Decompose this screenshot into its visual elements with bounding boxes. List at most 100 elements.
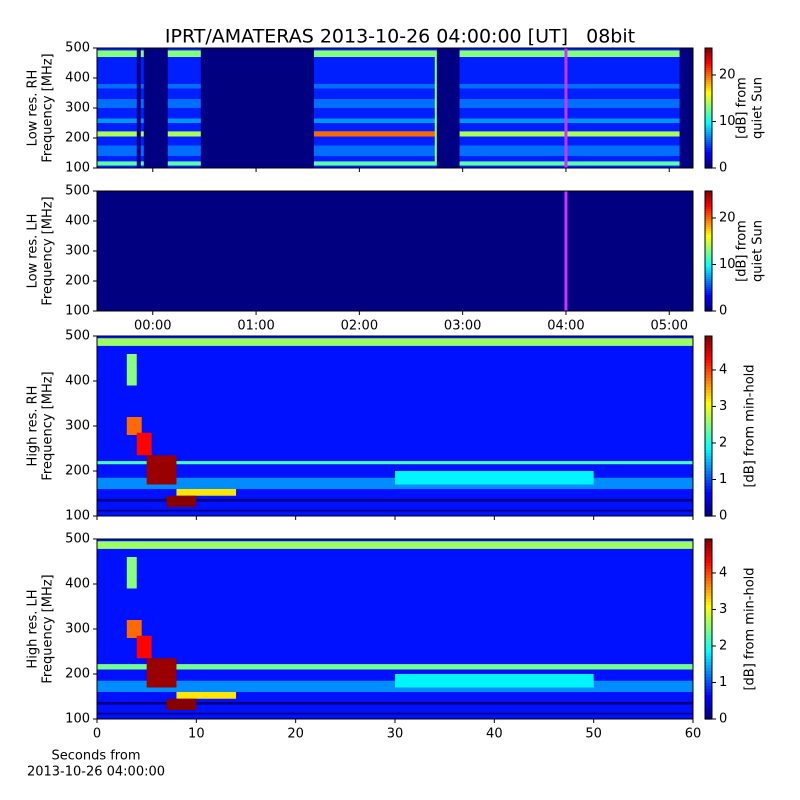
y-tick-label: 400 xyxy=(65,214,90,229)
colorbar-segment xyxy=(705,363,712,367)
colorbar-segment xyxy=(705,414,712,418)
colorbar-segment xyxy=(705,301,712,304)
colorbar-segment xyxy=(705,120,712,123)
colorbar-segment xyxy=(705,295,712,298)
y-tick-label: 500 xyxy=(65,532,90,547)
colorbar-segment xyxy=(705,593,712,597)
colorbar-segment xyxy=(705,462,712,466)
y-tick-label: 300 xyxy=(65,419,90,434)
colorbar-segment xyxy=(705,50,712,53)
colorbar-segment xyxy=(705,293,712,296)
colorbar-segment xyxy=(705,695,712,699)
colorbar-segment xyxy=(705,539,712,543)
colorbar-segment xyxy=(705,144,712,147)
y-axis-label: Low res. LH xyxy=(26,214,41,289)
colorbar-segment xyxy=(705,88,712,91)
y-tick-label: 200 xyxy=(65,274,90,289)
colorbar-segment xyxy=(705,162,712,165)
colorbar-segment xyxy=(705,623,712,627)
colorbar-segment xyxy=(705,405,712,409)
colorbar-segment xyxy=(705,563,712,567)
colorbar-segment xyxy=(705,219,712,222)
colorbar-segment xyxy=(705,668,712,672)
colorbar-segment xyxy=(705,378,712,382)
colorbar-segment xyxy=(705,348,712,352)
spectral-feature xyxy=(97,84,693,89)
spectral-feature xyxy=(97,118,693,123)
colorbar-segment xyxy=(705,291,712,294)
colorbar-segment xyxy=(705,408,712,412)
colorbar-segment xyxy=(705,581,712,585)
colorbar-segment xyxy=(705,48,712,51)
colorbar-segment xyxy=(705,92,712,95)
colorbar-segment xyxy=(705,285,712,288)
colorbar-segment xyxy=(705,611,712,615)
colorbar-tick-label: 1 xyxy=(719,675,727,690)
colorbar-segment xyxy=(705,575,712,579)
colorbar-segment xyxy=(705,596,712,600)
colorbar-segment xyxy=(705,545,712,549)
spectral-feature xyxy=(97,338,693,346)
colorbar-segment xyxy=(705,235,712,238)
colorbar-tick-label: 0 xyxy=(719,509,727,524)
colorbar-segment xyxy=(705,453,712,457)
colorbar-segment xyxy=(705,223,712,226)
colorbar-segment xyxy=(705,62,712,65)
colorbar-segment xyxy=(705,608,712,612)
colorbar-segment xyxy=(705,336,712,340)
colorbar-label: [dB] from min-hold xyxy=(743,567,758,690)
spectral-feature xyxy=(395,674,594,688)
colorbar-tick-label: 3 xyxy=(719,399,727,414)
colorbar-segment xyxy=(705,686,712,690)
colorbar-segment xyxy=(705,480,712,484)
colorbar-segment xyxy=(705,438,712,442)
colorbar-segment xyxy=(705,251,712,254)
colorbar-segment xyxy=(705,459,712,463)
colorbar-segment xyxy=(705,345,712,349)
colorbar-segment xyxy=(705,259,712,262)
colorbar-segment xyxy=(705,78,712,81)
colorbar-segment xyxy=(705,156,712,159)
colorbar-segment xyxy=(705,339,712,343)
spectral-feature xyxy=(313,131,437,137)
colorbar-segment xyxy=(705,692,712,696)
colorbar-segment xyxy=(705,483,712,487)
colorbar-segment xyxy=(705,164,712,167)
colorbar-segment xyxy=(705,444,712,448)
colorbar-segment xyxy=(705,351,712,355)
colorbar-tick-label: 20 xyxy=(719,210,736,225)
colorbar-segment xyxy=(705,498,712,502)
colorbar-segment xyxy=(705,626,712,630)
x-tick-label: 40 xyxy=(486,727,503,742)
colorbar-segment xyxy=(705,211,712,214)
colorbar-segment xyxy=(705,542,712,546)
y-tick-label: 100 xyxy=(65,712,90,727)
colorbar-segment xyxy=(705,701,712,705)
x-tick-label: 50 xyxy=(585,727,602,742)
colorbar-label: quiet Sun xyxy=(751,220,766,282)
spectral-feature xyxy=(97,712,693,715)
colorbar-segment xyxy=(705,104,712,107)
colorbar-segment xyxy=(705,54,712,57)
colorbar-segment xyxy=(705,225,712,228)
spectral-feature xyxy=(126,354,137,386)
colorbar-segment xyxy=(705,599,712,603)
spectral-feature xyxy=(176,489,237,496)
y-axis-label: Frequency [MHz] xyxy=(41,371,56,480)
colorbar-segment xyxy=(705,360,712,364)
colorbar-segment xyxy=(705,130,712,133)
colorbar-label: [dB] from xyxy=(735,220,750,282)
y-axis-label: High res. RH xyxy=(26,386,41,467)
colorbar-segment xyxy=(705,70,712,73)
colorbar-segment xyxy=(705,426,712,430)
colorbar-segment xyxy=(705,569,712,573)
colorbar-segment xyxy=(705,140,712,143)
colorbar-segment xyxy=(705,369,712,373)
colorbar-segment xyxy=(705,191,712,194)
background xyxy=(97,191,693,311)
colorbar-segment xyxy=(705,243,712,246)
colorbar-segment xyxy=(705,275,712,278)
x-tick-label: 00:00 xyxy=(134,319,171,334)
colorbar-segment xyxy=(705,138,712,141)
colorbar-segment xyxy=(705,572,712,576)
